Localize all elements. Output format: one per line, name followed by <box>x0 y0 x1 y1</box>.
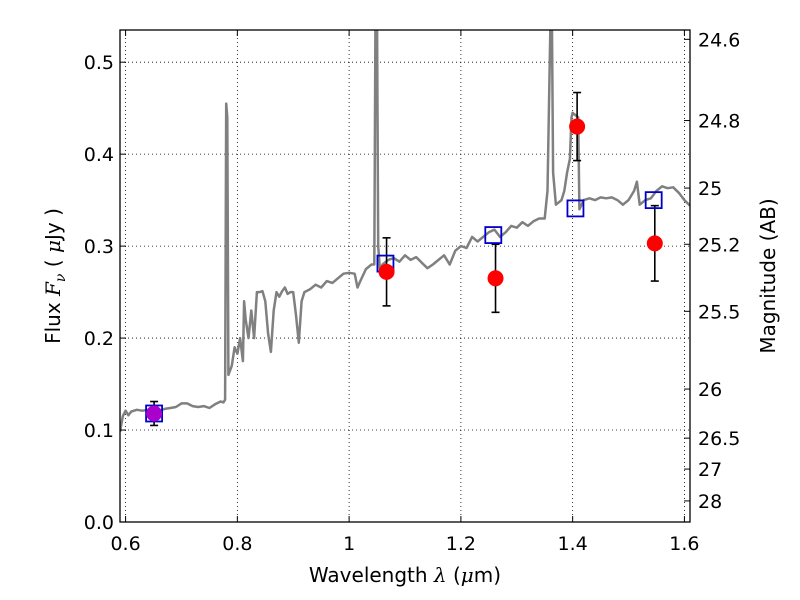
y-tick-label: 0.5 <box>84 52 114 74</box>
y-tick-label: 0.2 <box>84 328 114 350</box>
x-tick-label: 1.6 <box>669 533 699 555</box>
y-tick-label: 0.1 <box>84 420 114 442</box>
y2-axis-title: Magnitude (AB) <box>756 198 780 353</box>
y2-tick-label: 24.8 <box>698 111 740 133</box>
y2-tick-label: 26 <box>698 379 722 401</box>
y-axis-title: Flux Fν ( μJy ) <box>41 208 69 344</box>
y-tick-label: 0.4 <box>84 144 114 166</box>
y2-tick-label: 25.5 <box>698 301 740 323</box>
photometry-points <box>145 118 663 423</box>
plot-frame <box>119 29 691 523</box>
observed-photometry-point <box>569 118 586 135</box>
observed-photometry-point <box>487 270 504 287</box>
x-tick-label: 1.2 <box>446 533 476 555</box>
grid-lines <box>120 30 690 522</box>
y2-tick-label: 25 <box>698 178 722 200</box>
x-tick-label: 1.4 <box>558 533 588 555</box>
observed-photometry-point <box>146 405 163 422</box>
x-tick-label: 0.6 <box>110 533 140 555</box>
observed-photometry-point <box>378 263 395 280</box>
x-tick-label: 0.8 <box>222 533 252 555</box>
y2-tick-label: 24.6 <box>698 29 740 51</box>
x-axis-title: Wavelength λ (μm) <box>309 563 501 587</box>
y2-tick-label: 25.2 <box>698 234 740 256</box>
axis-ticks <box>120 30 690 523</box>
model-photometry-square <box>484 226 503 244</box>
model-photometry-square <box>566 199 585 218</box>
model-spectrum-series <box>120 30 690 433</box>
axis-tick-labels: 0.6 0.8 1 1.2 1.4 1.6 0.0 0.1 0.2 0.3 0.4 0.5 24.6 24… <box>84 29 741 555</box>
y2-tick-label: 28 <box>698 491 722 513</box>
x-tick-label: 1 <box>343 533 355 555</box>
y-tick-label: 0.0 <box>84 512 114 534</box>
observed-photometry-point <box>646 235 663 252</box>
y2-tick-label: 26.5 <box>698 428 740 450</box>
model-photometry-square <box>644 191 663 210</box>
y2-tick-label: 27 <box>698 459 722 481</box>
model-spectrum-line <box>120 30 690 433</box>
y-tick-label: 0.3 <box>84 236 114 258</box>
